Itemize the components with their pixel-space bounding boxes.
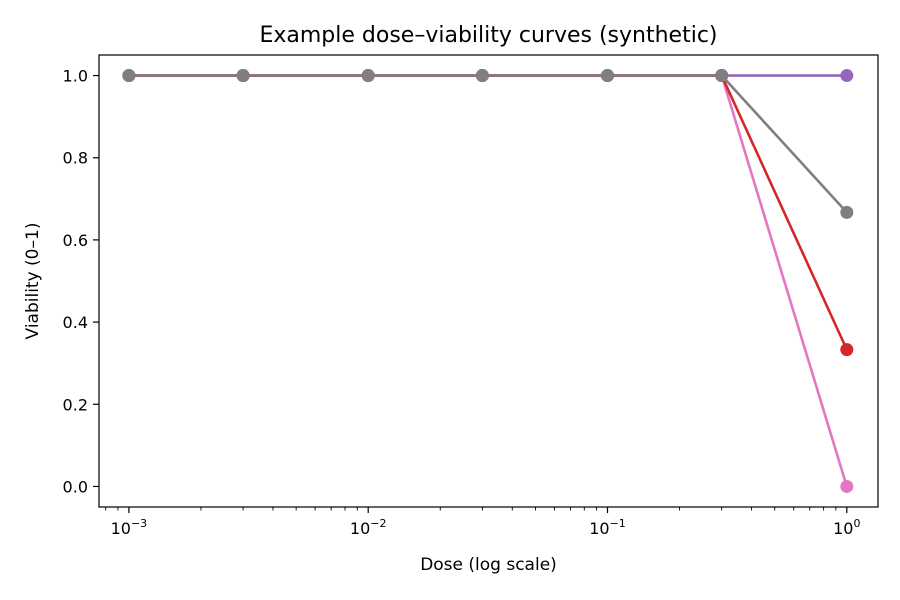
x-tick-label: 100 [833, 517, 860, 538]
data-point-gray [601, 69, 615, 83]
y-tick-label: 0.0 [63, 477, 88, 496]
plot-area-frame [98, 54, 879, 508]
data-point-purple [840, 69, 854, 83]
y-tick-label: 0.4 [63, 313, 88, 332]
y-tick-label: 0.8 [63, 149, 88, 168]
chart-title: Example dose–viability curves (synthetic… [259, 23, 717, 48]
x-tick-label: 10−3 [111, 517, 148, 538]
data-point-gray [236, 69, 250, 83]
x-axis-label: Dose (log scale) [420, 555, 557, 575]
y-axis-label: Viability (0–1) [23, 223, 43, 340]
x-tick-label: 10−1 [589, 517, 626, 538]
data-point-gray [715, 69, 729, 83]
data-point-red [840, 343, 854, 357]
axes-layer: 0.0 0.2 0.4 0.6 0.8 1.0 10−3 10−2 10−1 100 [63, 67, 861, 538]
y-tick-label: 0.6 [63, 231, 88, 250]
y-tick-label: 0.2 [63, 395, 88, 414]
data-point-gray [361, 69, 375, 83]
x-tick-label: 10−2 [350, 517, 387, 538]
y-tick-label: 1.0 [63, 67, 88, 86]
data-point-gray [840, 205, 854, 219]
data-point-gray [475, 69, 489, 83]
data-point-pink [840, 479, 854, 493]
data-point-gray [122, 69, 136, 83]
series-layer [122, 69, 854, 493]
